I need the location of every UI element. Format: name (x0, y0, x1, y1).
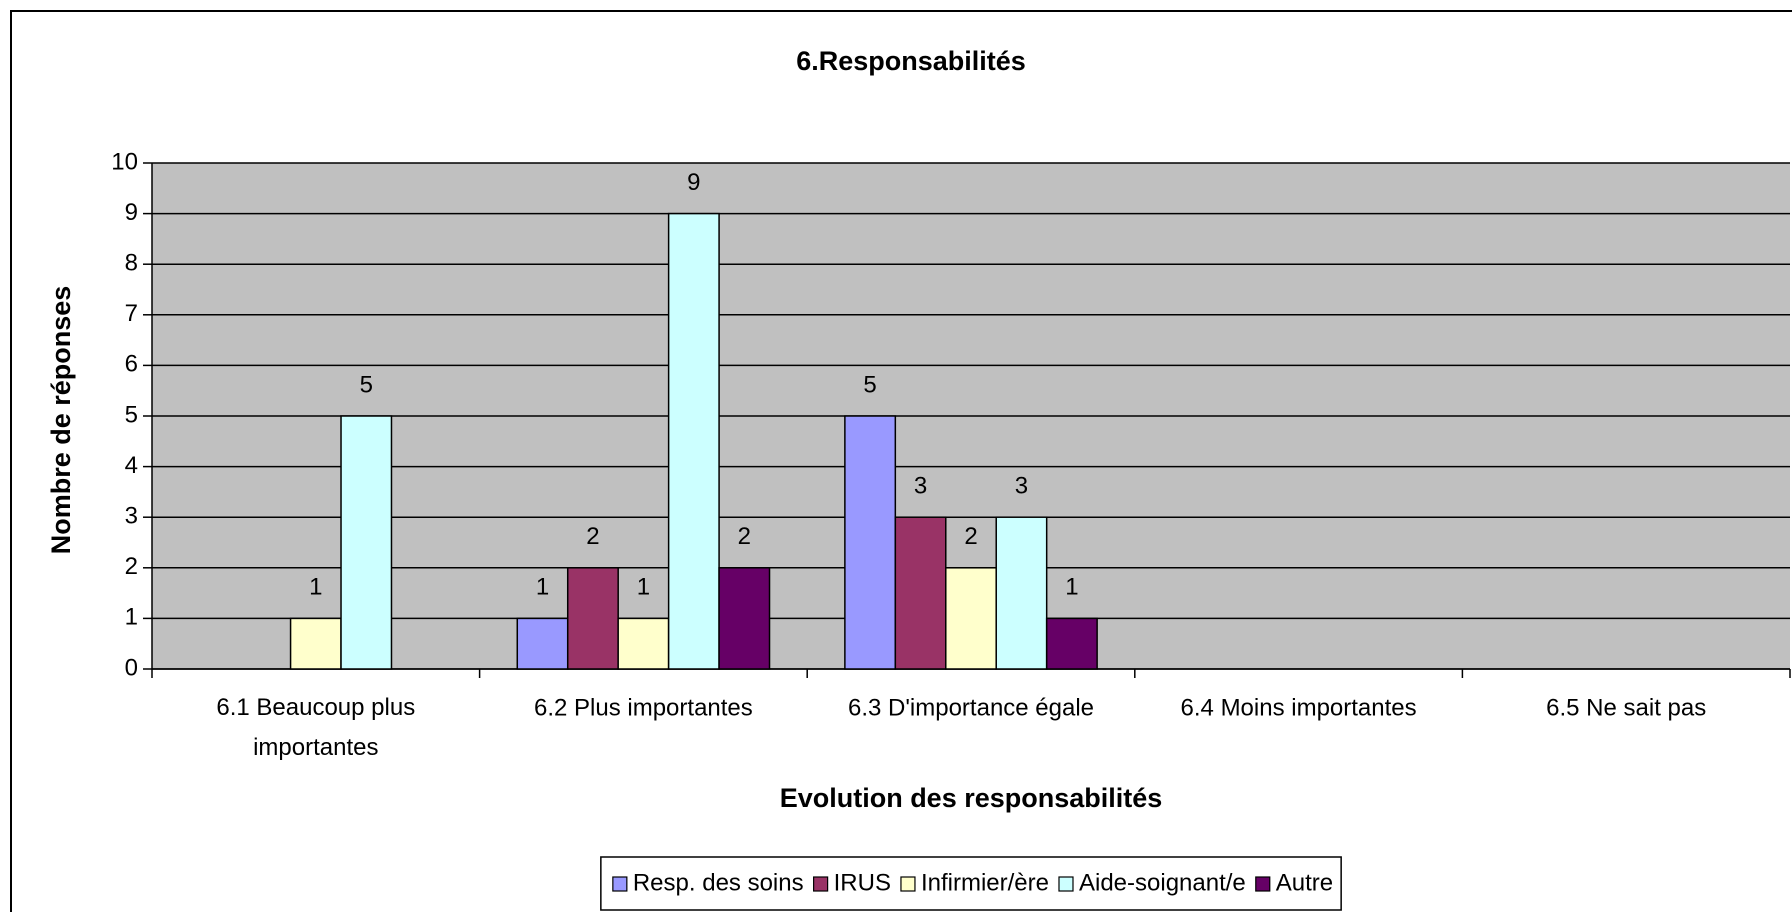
bar (995, 516, 1048, 670)
x-tick-label: 6.1 Beaucoup plus importantes (216, 694, 415, 761)
legend-swatch (813, 876, 829, 892)
y-tick-label: 2 (125, 553, 138, 580)
legend-box (600, 856, 1342, 911)
y-tick-label: 4 (125, 452, 138, 479)
bar (894, 516, 947, 670)
legend: Resp. des soins IRUS Infirmier/ère Aide-soi… (600, 856, 1342, 911)
bar (1045, 617, 1098, 670)
data-label: 5 (863, 371, 876, 398)
data-label: 3 (1015, 473, 1028, 500)
x-tick-label-line: importantes (253, 734, 378, 761)
y-tick-label: 7 (125, 300, 138, 327)
legend-swatch (1058, 876, 1074, 892)
chart-title: 6.Responsabilités (796, 46, 1026, 76)
legend-label: Aide-soignant/e (1079, 869, 1246, 896)
y-axis-label: Nombre de réponses (46, 286, 76, 555)
x-tick-label: 6.5 Ne sait pas (1546, 694, 1706, 721)
bar (516, 617, 569, 670)
bar (289, 617, 342, 670)
y-tick-label: 10 (111, 148, 138, 175)
y-tick-label: 9 (125, 199, 138, 226)
legend-label: IRUS (834, 869, 891, 896)
data-label: 1 (309, 574, 322, 601)
y-tick-label: 6 (125, 351, 138, 378)
bar (566, 567, 619, 670)
x-axis-label: Evolution des responsabilités (780, 783, 1163, 813)
x-tick-label: 6.3 D'importance égale (848, 694, 1094, 721)
x-tick-label: 6.4 Moins importantes (1181, 694, 1417, 721)
data-label: 3 (914, 473, 927, 500)
data-label: 2 (586, 523, 599, 550)
bar (844, 415, 897, 670)
y-tick-label: 8 (125, 250, 138, 277)
data-label: 1 (1065, 574, 1078, 601)
bar (667, 212, 720, 670)
legend-swatch (612, 876, 628, 892)
y-tick-label: 3 (125, 503, 138, 530)
legend-label: Autre (1276, 869, 1333, 896)
y-tick-label: 0 (125, 654, 138, 681)
bar (617, 617, 670, 670)
data-label: 2 (964, 523, 977, 550)
x-tick-label: 6.2 Plus importantes (534, 694, 753, 721)
y-tick-label: 1 (125, 604, 138, 631)
bar (718, 567, 771, 670)
legend-label: Infirmier/ère (921, 869, 1049, 896)
legend-swatch (900, 876, 916, 892)
y-tick-label: 5 (125, 401, 138, 428)
data-label: 1 (536, 574, 549, 601)
legend-swatch (1255, 876, 1271, 892)
bar (945, 567, 997, 670)
bar (340, 415, 393, 670)
data-label: 5 (360, 371, 373, 398)
data-label: 1 (637, 574, 650, 601)
data-label: 2 (738, 523, 751, 550)
x-tick-label-line: 6.1 Beaucoup plus (216, 694, 415, 721)
legend-label: Resp. des soins (633, 869, 804, 896)
data-label: 9 (687, 169, 700, 196)
